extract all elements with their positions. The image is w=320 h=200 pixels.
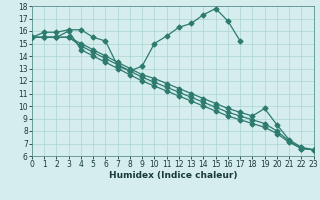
X-axis label: Humidex (Indice chaleur): Humidex (Indice chaleur) [108,171,237,180]
